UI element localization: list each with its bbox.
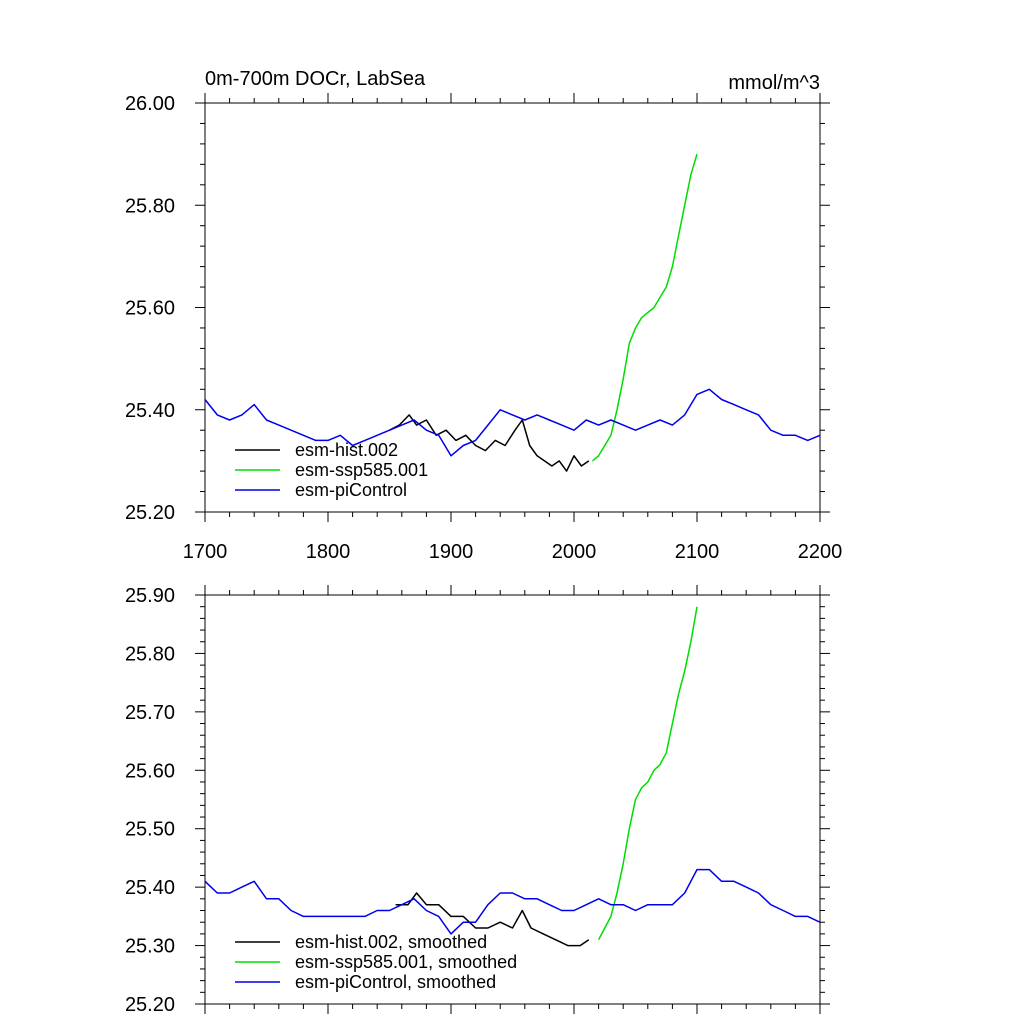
y-tick-label: 25.30: [125, 936, 175, 958]
y-tick-label: 26.00: [125, 93, 175, 115]
x-tick-label: 2100: [675, 541, 720, 563]
y-tick-label: 25.80: [125, 195, 175, 217]
series-line-3: [205, 868, 820, 935]
x-tick-label: 1700: [183, 541, 228, 563]
plot-frame: [204, 594, 821, 1005]
panel-2: 25.20 25.30 25.40 25.50 25.60 25.70 25.80 25.90…: [125, 585, 830, 1016]
y-tick-label: 25.60: [125, 298, 175, 320]
series-line-2: [597, 606, 698, 941]
legend-label: esm-piControl: [295, 480, 407, 500]
x-tick-label: 2000: [552, 541, 597, 563]
legend-label: esm-hist.002, smoothed: [295, 932, 487, 952]
y-tick-label: 25.50: [125, 819, 175, 841]
series-line-1: [389, 414, 590, 472]
units-label: mmol/m^3: [728, 72, 820, 94]
legend-label: esm-ssp585.001: [295, 460, 428, 480]
series-line-1: [395, 892, 590, 947]
legend-label: esm-piControl, smoothed: [295, 972, 496, 992]
legend-label: esm-hist.002: [295, 440, 398, 460]
x-tick-label: 2200: [798, 541, 843, 563]
y-tick-label: 25.40: [125, 877, 175, 899]
y-tick-label: 25.40: [125, 400, 175, 422]
panel-1: 1700 1800 1900 2000 2100 2200 25.20 25.40 25.60 2…: [125, 68, 842, 563]
legend-label: esm-ssp585.001, smoothed: [295, 952, 517, 972]
y-tick-label: 25.20: [125, 994, 175, 1016]
y-tick-label: 25.80: [125, 643, 175, 665]
y-tick-label: 25.20: [125, 502, 175, 524]
x-tick-label: 1900: [429, 541, 474, 563]
chart-title: 0m-700m DOCr, LabSea: [205, 68, 426, 90]
y-tick-label: 25.70: [125, 702, 175, 724]
series-line-3: [205, 388, 820, 457]
series-line-2: [592, 153, 698, 462]
y-tick-label: 25.60: [125, 760, 175, 782]
y-tick-label: 25.90: [125, 585, 175, 607]
x-tick-label: 1800: [306, 541, 351, 563]
